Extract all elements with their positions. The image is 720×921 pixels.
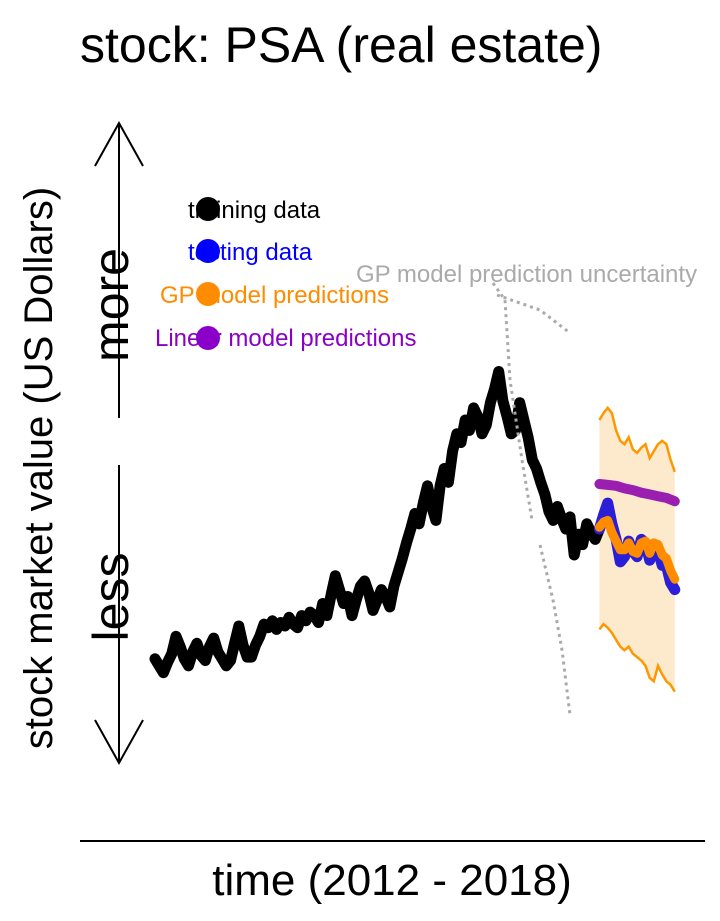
legend-marker-testing <box>196 239 220 263</box>
legend-label-training: training data <box>188 197 321 224</box>
legend-label-testing: testing data <box>188 239 313 266</box>
gp-band-upper-edge <box>598 405 676 473</box>
annotation-dotted-top <box>496 293 571 335</box>
less-label: less <box>83 553 139 642</box>
less-arrow-head-icon <box>94 719 144 766</box>
gp-prediction-line <box>594 515 680 584</box>
legend-marker-gp <box>196 282 220 306</box>
more-arrow-head-icon <box>94 120 144 167</box>
more-label: more <box>83 248 139 362</box>
training-data-line <box>149 366 605 679</box>
annotation-label: GP model prediction uncertainty <box>356 261 697 288</box>
linear-prediction-line <box>594 479 680 507</box>
x-axis-label: time (2012 - 2018) <box>212 856 572 905</box>
legend: training data testing data GP model pred… <box>155 197 416 352</box>
annotation-dotted-lower <box>538 544 572 716</box>
y-axis-label: stock market value (US Dollars) <box>17 187 61 749</box>
legend-marker-linear <box>196 326 220 350</box>
legend-marker-training <box>196 197 220 221</box>
gp-band-lower-edge <box>598 622 676 693</box>
legend-label-linear: Linear model predictions <box>155 325 416 352</box>
chart-title: stock: PSA (real estate) <box>80 17 602 73</box>
legend-label-gp: GP model predictions <box>160 282 389 309</box>
annotation-dotted-upper <box>491 282 534 521</box>
